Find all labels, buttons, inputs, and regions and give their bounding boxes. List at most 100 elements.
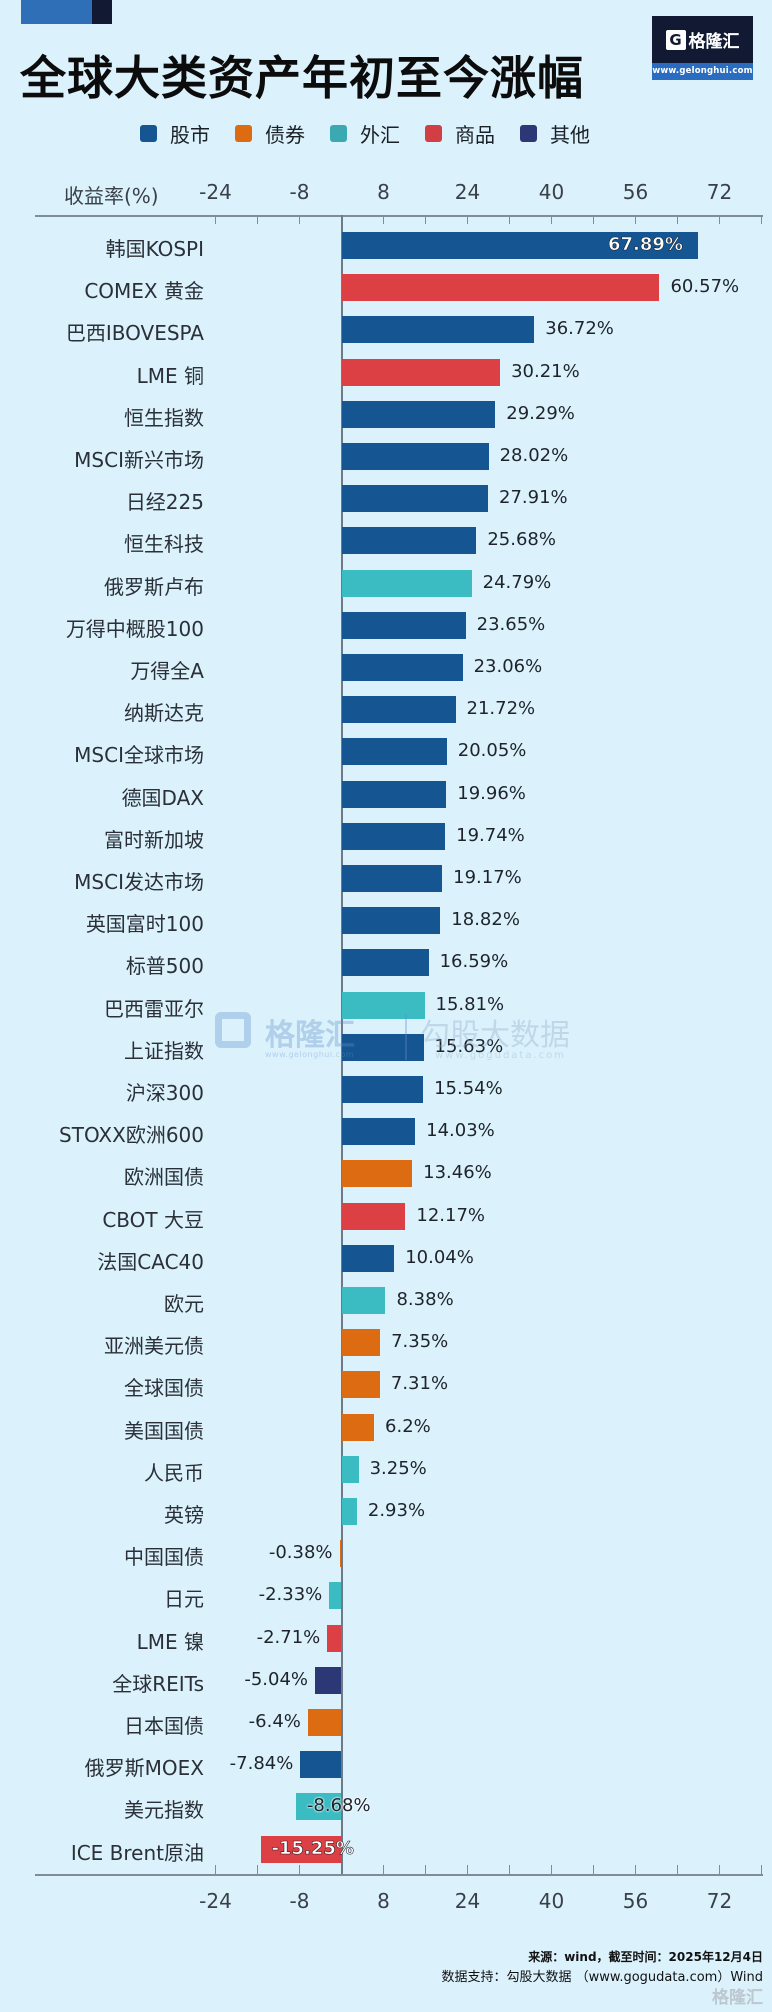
bar — [341, 1413, 375, 1441]
bottom-tick-label: 8 — [377, 1889, 390, 1913]
value-label: 15.81% — [435, 993, 505, 1015]
bottom-tick-label: 56 — [622, 1889, 649, 1913]
value-label: 16.59% — [439, 951, 509, 973]
bar — [341, 316, 535, 344]
category-label: 万得全A — [130, 659, 204, 683]
top-tick-label: -24 — [199, 180, 232, 204]
top-axis-tick — [382, 215, 385, 224]
category-label: LME 镍 — [136, 1629, 204, 1654]
bottom-tick-label: 24 — [454, 1889, 481, 1913]
top-axis-tick — [550, 215, 553, 224]
logo-brand-text: 格隆汇 — [688, 32, 740, 52]
bottom-axis-tick — [214, 1865, 217, 1874]
value-label: 15.63% — [434, 1035, 504, 1057]
value-label: 14.03% — [426, 1120, 495, 1142]
category-label: 美国国债 — [124, 1418, 204, 1443]
top-tick-label: -8 — [289, 180, 310, 204]
bottom-tick-label: -8 — [289, 1889, 310, 1913]
category-label: 全球国债 — [124, 1376, 204, 1401]
value-label: 7.35% — [391, 1331, 449, 1353]
footer-support: 数据支持：勾股大数据 （www.gogudata.com）Wind — [441, 1970, 763, 1985]
value-label: 25.68% — [487, 529, 556, 551]
value-label: 67.89% — [608, 234, 684, 256]
bottom-axis-tick — [718, 1865, 721, 1874]
top-axis-tick — [718, 215, 721, 224]
bottom-axis-tick — [634, 1865, 637, 1874]
category-label: 恒生科技 — [124, 532, 204, 557]
chart-title: 全球大类资产年初至今涨幅 — [20, 51, 584, 105]
category-label: 中国国债 — [124, 1545, 204, 1570]
bottom-axis-line — [35, 1874, 763, 1876]
value-label: 60.57% — [670, 276, 740, 298]
bar — [341, 738, 447, 766]
bar — [341, 358, 501, 386]
value-label: 7.31% — [390, 1373, 449, 1395]
value-label: 36.72% — [545, 318, 614, 340]
category-label: 英镑 — [164, 1503, 204, 1527]
category-label: 巴西IBOVESPA — [65, 321, 204, 346]
category-label: 法国CAC40 — [97, 1249, 204, 1274]
bar — [341, 907, 441, 935]
bar — [341, 443, 489, 470]
category-label: 恒生指数 — [124, 405, 204, 430]
category-label: 日本国债 — [124, 1714, 204, 1738]
bar — [327, 1624, 342, 1652]
bar — [329, 1582, 342, 1610]
category-label: COMEX 黄金 — [84, 279, 204, 304]
footer-source: 来源：wind，截至时间：2025年12月4日 — [528, 1950, 763, 1964]
top-axis-tick — [298, 215, 301, 224]
top-axis-tick — [760, 215, 763, 224]
category-label: STOXX欧洲600 — [59, 1123, 204, 1148]
bar — [341, 1455, 359, 1483]
value-label: 15.54% — [434, 1078, 503, 1099]
bar — [341, 527, 477, 555]
category-label: ICE Brent原油 — [70, 1840, 204, 1865]
value-label: 24.79% — [482, 571, 552, 593]
bar — [341, 991, 425, 1019]
category-label: 万得中概股100 — [65, 616, 204, 641]
top-axis-tick — [424, 215, 427, 224]
bottom-axis-tick — [466, 1865, 469, 1874]
value-label: -5.04% — [244, 1668, 309, 1690]
legend-swatch — [235, 124, 252, 142]
category-label: 沪深300 — [125, 1081, 204, 1105]
bar — [295, 1793, 342, 1821]
bottom-axis-tick — [424, 1865, 427, 1874]
value-label: 8.38% — [396, 1289, 454, 1310]
bar — [341, 865, 443, 892]
bar — [341, 232, 698, 259]
category-label: 标普500 — [125, 954, 204, 979]
category-label: CBOT 大豆 — [102, 1207, 204, 1232]
value-label: -15.25% — [271, 1837, 354, 1859]
category-label: 日经225 — [125, 490, 204, 515]
bar — [341, 1202, 406, 1230]
top-tick-label: 40 — [538, 180, 565, 204]
top-axis-tick — [256, 215, 259, 224]
bar — [341, 1160, 413, 1188]
legend-item: 股市 — [140, 119, 210, 148]
bar — [341, 1287, 386, 1314]
legend-swatch — [140, 124, 157, 142]
bottom-tick-label: 40 — [538, 1889, 565, 1913]
bottom-axis-tick — [256, 1865, 259, 1874]
category-label: 全球REITs — [112, 1671, 204, 1696]
value-label: 27.91% — [499, 487, 568, 509]
bar — [341, 274, 660, 302]
category-label: 富时新加坡 — [104, 827, 204, 852]
bar — [341, 1076, 424, 1103]
category-label: 巴西雷亚尔 — [104, 996, 204, 1021]
value-label: -8.68% — [306, 1795, 371, 1817]
top-axis-tick — [508, 215, 511, 224]
value-label: -2.33% — [258, 1584, 323, 1606]
bar — [261, 1835, 342, 1863]
gelonghui-logo: G 格隆汇 www.gelonghui.com — [652, 16, 753, 80]
legend-swatch — [425, 124, 442, 142]
value-label: -0.38% — [268, 1542, 333, 1564]
category-label: MSCI发达市场 — [74, 870, 204, 894]
value-label: 20.05% — [457, 740, 527, 762]
category-label: 俄罗斯卢布 — [104, 574, 204, 599]
legend: 股市 债券 外汇 商品 其他 — [140, 119, 615, 148]
category-label: 欧洲国债 — [124, 1165, 204, 1190]
bar — [341, 1033, 424, 1061]
value-label: 23.65% — [476, 613, 546, 635]
